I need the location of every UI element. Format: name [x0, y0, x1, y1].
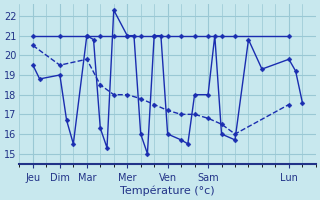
X-axis label: Température (°c): Température (°c) [120, 185, 215, 196]
